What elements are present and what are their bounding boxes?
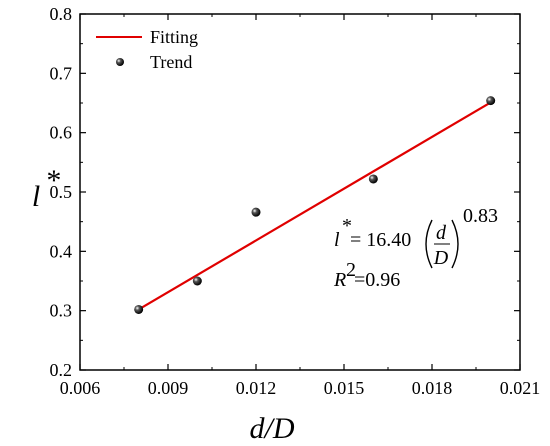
- x-tick-label: 0.009: [148, 378, 189, 398]
- eq-lhs: l: [334, 229, 340, 251]
- y-tick-label: 0.3: [50, 301, 73, 321]
- x-tick-label: 0.015: [324, 378, 365, 398]
- plot-frame: [79, 13, 521, 371]
- trend-point: [486, 96, 496, 106]
- y-tick-label: 0.6: [50, 123, 73, 143]
- trend-point: [368, 174, 378, 184]
- legend-trend-marker: [116, 58, 124, 66]
- eq-paren-right: [451, 219, 459, 269]
- trend-point: [134, 304, 144, 314]
- r2-label: R: [333, 269, 346, 291]
- y-axis-label-main: l: [32, 180, 40, 213]
- fit-equation: l * = 16.40 d D 0.83 R 2 =0.96: [333, 205, 498, 291]
- plot-border: [79, 13, 521, 371]
- fit-line-layer: [138, 101, 492, 311]
- x-tick-label: 0.006: [60, 378, 101, 398]
- eq-lhs-sup: *: [342, 215, 352, 237]
- x-tick-label: 0.018: [412, 378, 453, 398]
- y-axis-label: l *: [32, 164, 60, 213]
- y-tick-label: 0.4: [50, 241, 73, 261]
- r2-value: =0.96: [354, 269, 400, 291]
- legend: Fitting Trend: [96, 27, 198, 72]
- y-tick-label: 0.2: [50, 360, 73, 380]
- eq-paren-left: [425, 219, 433, 269]
- x-tick-label: 0.012: [236, 378, 277, 398]
- legend-fitting-label: Fitting: [150, 27, 198, 47]
- y-tick-label: 0.5: [50, 182, 73, 202]
- y-axis-label-sup: *: [45, 164, 60, 197]
- eq-exponent: 0.83: [463, 205, 498, 227]
- trend-point: [251, 207, 261, 217]
- trend-point: [192, 276, 202, 286]
- y-tick-label: 0.8: [50, 4, 73, 24]
- x-ticks: 0.006 0.009 0.012 0.015 0.018 0.021: [60, 14, 541, 398]
- fitting-line: [138, 101, 492, 311]
- legend-trend-label: Trend: [150, 52, 192, 72]
- eq-frac-den: D: [433, 247, 449, 269]
- scatter-layer: [134, 96, 496, 314]
- y-tick-label: 0.7: [50, 63, 73, 83]
- eq-frac-num: d: [436, 222, 447, 244]
- x-axis-label: d/D: [250, 412, 295, 445]
- eq-coeff: = 16.40: [350, 229, 411, 251]
- r2-sup: 2: [346, 259, 356, 281]
- y-ticks: 0.2 0.3 0.4 0.5 0.6 0.7 0.8: [50, 4, 520, 380]
- x-tick-label: 0.021: [500, 378, 541, 398]
